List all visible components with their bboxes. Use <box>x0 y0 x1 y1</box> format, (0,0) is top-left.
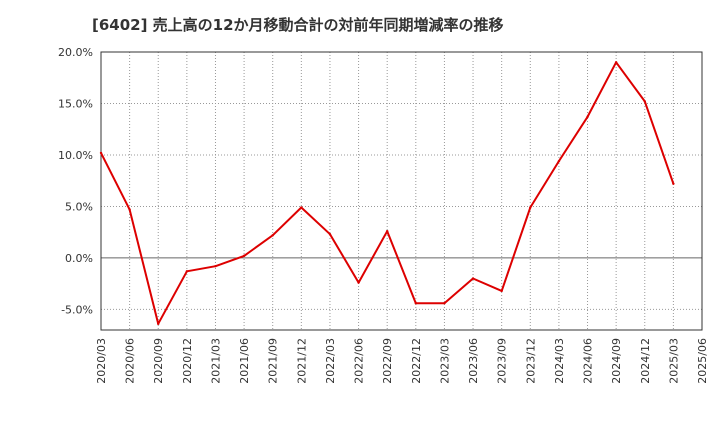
x-tick-label: 2023/03 <box>438 338 451 384</box>
grid-lines <box>100 51 703 330</box>
data-point <box>128 208 131 211</box>
x-tick-label: 2022/12 <box>410 338 423 384</box>
data-point <box>185 270 189 273</box>
x-tick-label: 2024/12 <box>639 338 652 384</box>
x-tick-label: 2020/12 <box>181 338 194 384</box>
y-tick-label: -5.0% <box>61 303 93 316</box>
x-tick-label: 2021/09 <box>267 338 280 384</box>
chart-title: [6402] 売上高の12か月移動合計の対前年同期増減率の推移 <box>92 16 504 34</box>
y-tick-label: 20.0% <box>58 46 93 59</box>
data-point <box>557 159 561 163</box>
data-point <box>328 233 332 236</box>
data-point <box>643 100 646 103</box>
x-axis-ticks: 2020/03 2020/06 2020/09 2020/12 2021/03 2021/… <box>95 338 709 384</box>
plot-frame <box>100 51 703 331</box>
x-tick-label: 2022/06 <box>353 338 366 384</box>
data-point <box>414 302 418 305</box>
x-tick-label: 2022/09 <box>381 338 394 384</box>
data-point <box>385 229 389 233</box>
x-tick-label: 2022/03 <box>324 338 337 384</box>
x-tick-label: 2023/12 <box>524 338 537 384</box>
x-tick-label: 2020/06 <box>124 338 137 384</box>
y-tick-label: 15.0% <box>58 97 93 110</box>
data-point <box>157 322 160 326</box>
data-point <box>214 264 217 268</box>
data-point <box>500 289 503 293</box>
data-point <box>271 234 274 237</box>
data-point <box>471 277 475 280</box>
x-tick-label: 2020/09 <box>152 338 165 384</box>
data-point <box>300 206 303 209</box>
series-group <box>99 61 675 326</box>
data-point <box>443 302 446 305</box>
y-tick-label: 10.0% <box>58 149 93 162</box>
x-tick-label: 2023/06 <box>467 338 480 384</box>
x-tick-label: 2025/06 <box>696 338 709 384</box>
data-point <box>99 151 103 155</box>
x-tick-label: 2024/03 <box>553 338 566 384</box>
x-tick-label: 2020/03 <box>95 338 108 384</box>
data-point <box>672 182 675 185</box>
x-tick-label: 2021/12 <box>295 338 308 384</box>
data-point <box>586 115 589 119</box>
x-tick-label: 2024/09 <box>610 338 623 384</box>
y-axis-ticks: 20.0% 15.0% 10.0% 5.0% 0.0% -5.0% <box>58 46 93 316</box>
y-tick-label: 5.0% <box>65 200 93 213</box>
y-tick-label: 0.0% <box>65 252 93 265</box>
data-point <box>614 61 618 64</box>
x-tick-label: 2024/06 <box>582 338 595 384</box>
x-tick-label: 2023/09 <box>496 338 509 384</box>
data-point <box>242 254 246 258</box>
x-tick-label: 2021/03 <box>209 338 222 384</box>
data-point <box>529 206 532 209</box>
data-point <box>357 281 360 284</box>
x-tick-label: 2025/03 <box>667 338 680 384</box>
x-tick-label: 2021/06 <box>238 338 251 384</box>
